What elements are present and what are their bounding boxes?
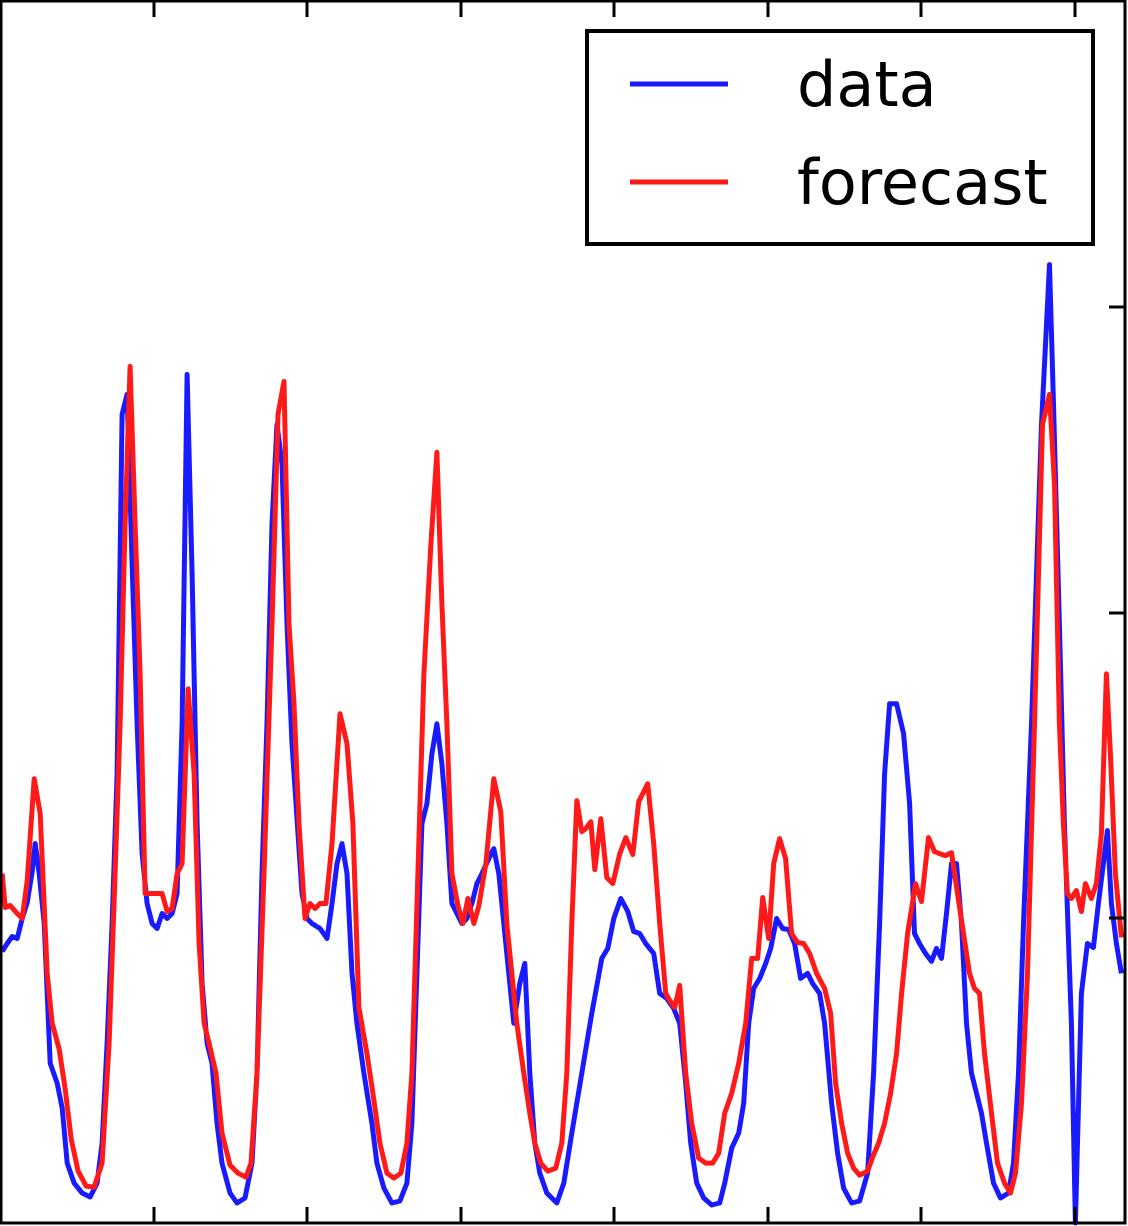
- legend-label-data: data: [797, 48, 937, 121]
- series-line-forecast: [0, 363, 1124, 1196]
- legend-box: [585, 29, 1095, 246]
- legend-label-forecast: forecast: [797, 146, 1048, 219]
- legend: data forecast: [585, 29, 1095, 246]
- series-line-data: [0, 262, 1124, 1226]
- series-lines: [0, 262, 1124, 1226]
- axis-ticks: [152, 1, 1125, 1223]
